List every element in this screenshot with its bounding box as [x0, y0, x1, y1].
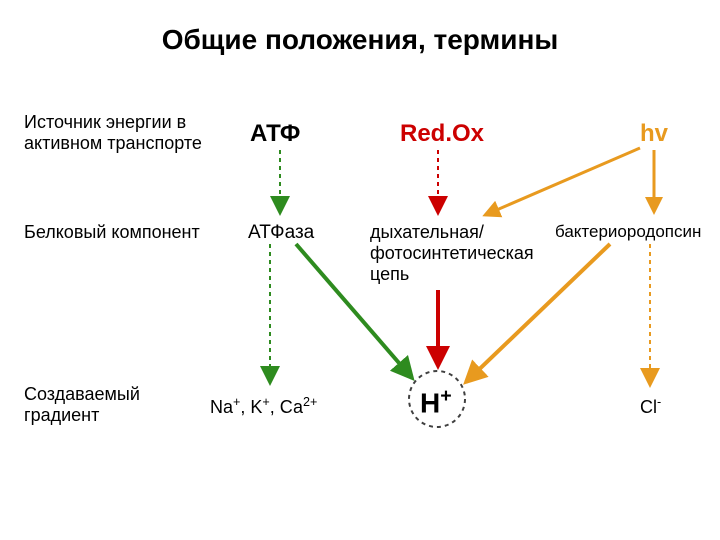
- diagram-canvas: [0, 0, 720, 540]
- node-chain: дыхательная/ фотосинтетическая цепь: [370, 222, 570, 285]
- node-nakca: Na+, K+, Са2+: [210, 395, 317, 418]
- page-title: Общие положения, термины: [0, 24, 720, 56]
- arrow-hv-to-chain: [485, 148, 640, 215]
- node-atpase: АТФаза: [248, 222, 314, 244]
- node-clminus: Cl-: [640, 395, 661, 418]
- row-label-protein-component: Белковый компонент: [24, 222, 200, 243]
- node-hv: hv: [640, 120, 668, 148]
- node-hplus: H+: [420, 385, 452, 419]
- row-label-energy-source: Источник энергии в активном транспорте: [24, 112, 224, 154]
- node-bacteriorhodopsin: бактериородопсин: [555, 222, 701, 242]
- node-redox: Red.Ox: [400, 120, 484, 148]
- node-atp: АТФ: [250, 120, 300, 148]
- row-label-gradient: Создаваемый градиент: [24, 384, 184, 426]
